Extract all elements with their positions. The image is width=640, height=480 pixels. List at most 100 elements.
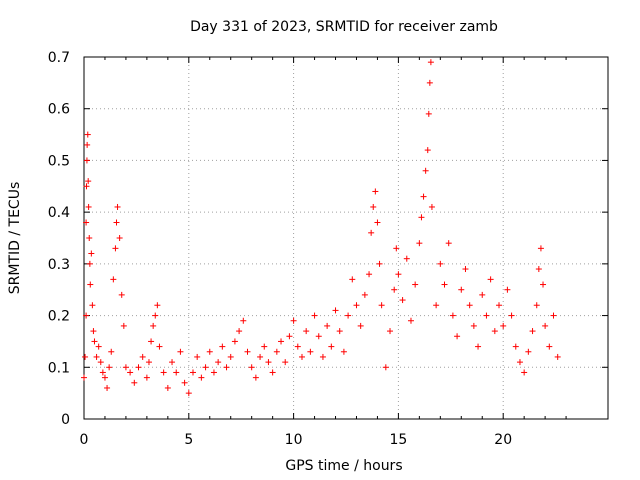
data-point [127,369,134,376]
data-point [87,281,94,288]
data-point [150,322,157,329]
data-point [470,322,477,329]
data-point [424,147,431,154]
data-point [521,369,528,376]
data-point [210,369,217,376]
data-point [426,79,433,86]
data-point [286,333,293,340]
y-tick-label: 0.5 [48,153,70,169]
data-point [445,240,452,247]
data-point [231,338,238,345]
data-point [516,359,523,366]
y-tick-label: 0 [61,412,70,428]
data-point [546,343,553,350]
data-point [236,328,243,335]
data-point [290,317,297,324]
data-point [366,271,373,278]
data-point [418,214,425,221]
data-point [422,167,429,174]
x-tick-label: 20 [494,432,512,448]
data-point [84,131,91,138]
data-point [261,343,268,350]
data-point [95,343,102,350]
data-point [540,281,547,288]
data-point [512,343,519,350]
data-point [550,312,557,319]
data-point [357,322,364,329]
grid-lines [84,57,608,419]
data-point [160,369,167,376]
data-point [420,193,427,200]
x-tick-label: 15 [389,432,407,448]
chart-title: Day 331 of 2023, SRMTID for receiver zam… [190,19,498,35]
data-point [131,379,138,386]
data-points [81,59,561,397]
data-point [106,364,113,371]
data-point [319,353,326,360]
data-point [458,286,465,293]
data-point [84,141,91,148]
data-point [504,286,511,293]
data-point [361,291,368,298]
data-point [156,343,163,350]
x-tick-label: 5 [184,432,193,448]
data-point [399,297,406,304]
data-point [466,302,473,309]
data-point [278,338,285,345]
data-point [454,333,461,340]
data-point [85,203,92,210]
data-point [223,364,230,371]
data-point [169,359,176,366]
data-point [145,359,152,366]
data-point [483,312,490,319]
data-point [83,183,90,190]
data-point [206,348,213,355]
data-point [407,317,414,324]
data-point [535,266,542,273]
data-point [122,364,129,371]
data-point [324,322,331,329]
data-point [269,369,276,376]
data-point [118,291,125,298]
data-point [82,353,89,360]
y-tick-label: 0.2 [48,309,70,325]
data-point [382,364,389,371]
data-point [500,322,507,329]
data-point [336,328,343,335]
data-point [116,235,123,241]
data-point [215,359,222,366]
data-point [257,353,264,360]
data-point [393,245,400,252]
data-point [244,348,251,355]
data-point [113,219,120,226]
data-point [104,384,111,391]
data-point [533,302,540,309]
data-point [139,353,146,360]
data-point [135,364,142,371]
data-point [294,343,301,350]
axis-ticks: 0 0.1 0.2 0.3 0.4 0.5 0.6 0.7 0 5 10 15 20 [48,50,608,448]
data-point [298,353,305,360]
data-point [479,291,486,298]
data-point [491,328,498,335]
data-point [441,281,448,288]
data-point [152,312,159,319]
data-point [189,369,196,376]
data-point [110,276,117,283]
data-point [395,271,402,278]
data-point [370,203,377,210]
data-point [252,374,259,381]
data-point [86,260,93,267]
data-point [496,302,503,309]
data-point [315,333,322,340]
data-point [86,235,93,241]
y-tick-label: 0.6 [48,102,70,118]
data-point [349,276,356,283]
data-point [83,219,90,226]
y-axis-label: SRMTID / TECUs [7,182,23,295]
y-tick-label: 0.7 [48,50,70,66]
data-point [227,353,234,360]
data-point [427,59,434,66]
data-point [332,307,339,314]
